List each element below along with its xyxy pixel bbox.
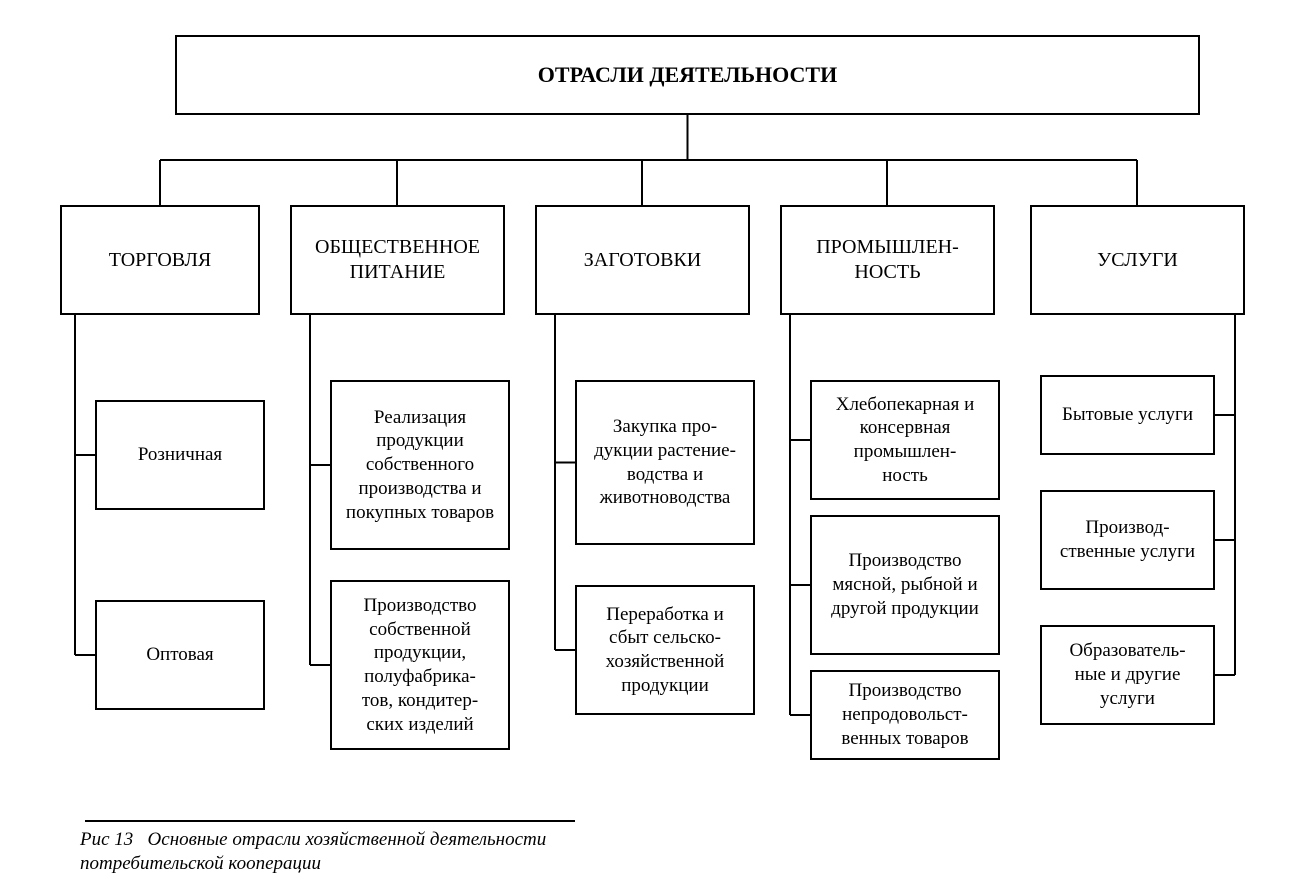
leaf-proc-proc: Переработка и сбыт сельско-хозяйственной… (575, 585, 755, 715)
leaf-catering-prod: Производство собственной продукции, полу… (330, 580, 510, 750)
figure-caption: Рис 13 Основные отрасли хозяйственной де… (80, 828, 600, 876)
leaf-sv-production: Производ-ственные услуги (1040, 490, 1215, 590)
branch-trade: ТОРГОВЛЯ (60, 205, 260, 315)
branch-catering: ОБЩЕСТВЕННОЕ ПИТАНИЕ (290, 205, 505, 315)
leaf-retail: Розничная (95, 400, 265, 510)
caption-prefix: Рис 13 (80, 829, 133, 850)
leaf-sv-education: Образователь-ные и другие услуги (1040, 625, 1215, 725)
branch-services: УСЛУГИ (1030, 205, 1245, 315)
diagram-root-box: ОТРАСЛИ ДЕЯТЕЛЬНОСТИ (175, 35, 1200, 115)
leaf-ind-nonfood: Производство непродовольст-венных товаро… (810, 670, 1000, 760)
leaf-ind-meat: Производство мясной, рыбной и другой про… (810, 515, 1000, 655)
leaf-ind-bakery: Хлебопекарная и консервная промышлен-нос… (810, 380, 1000, 500)
branch-procurement: ЗАГОТОВКИ (535, 205, 750, 315)
caption-rule (85, 820, 575, 822)
leaf-sv-household: Бытовые услуги (1040, 375, 1215, 455)
leaf-catering-sales: Реализация продукции собственного произв… (330, 380, 510, 550)
branch-industry: ПРОМЫШЛЕН-НОСТЬ (780, 205, 995, 315)
leaf-proc-buy: Закупка про-дукции растение-водства и жи… (575, 380, 755, 545)
caption-text: Основные отрасли хозяйственной деятельно… (80, 829, 546, 874)
leaf-wholesale: Оптовая (95, 600, 265, 710)
